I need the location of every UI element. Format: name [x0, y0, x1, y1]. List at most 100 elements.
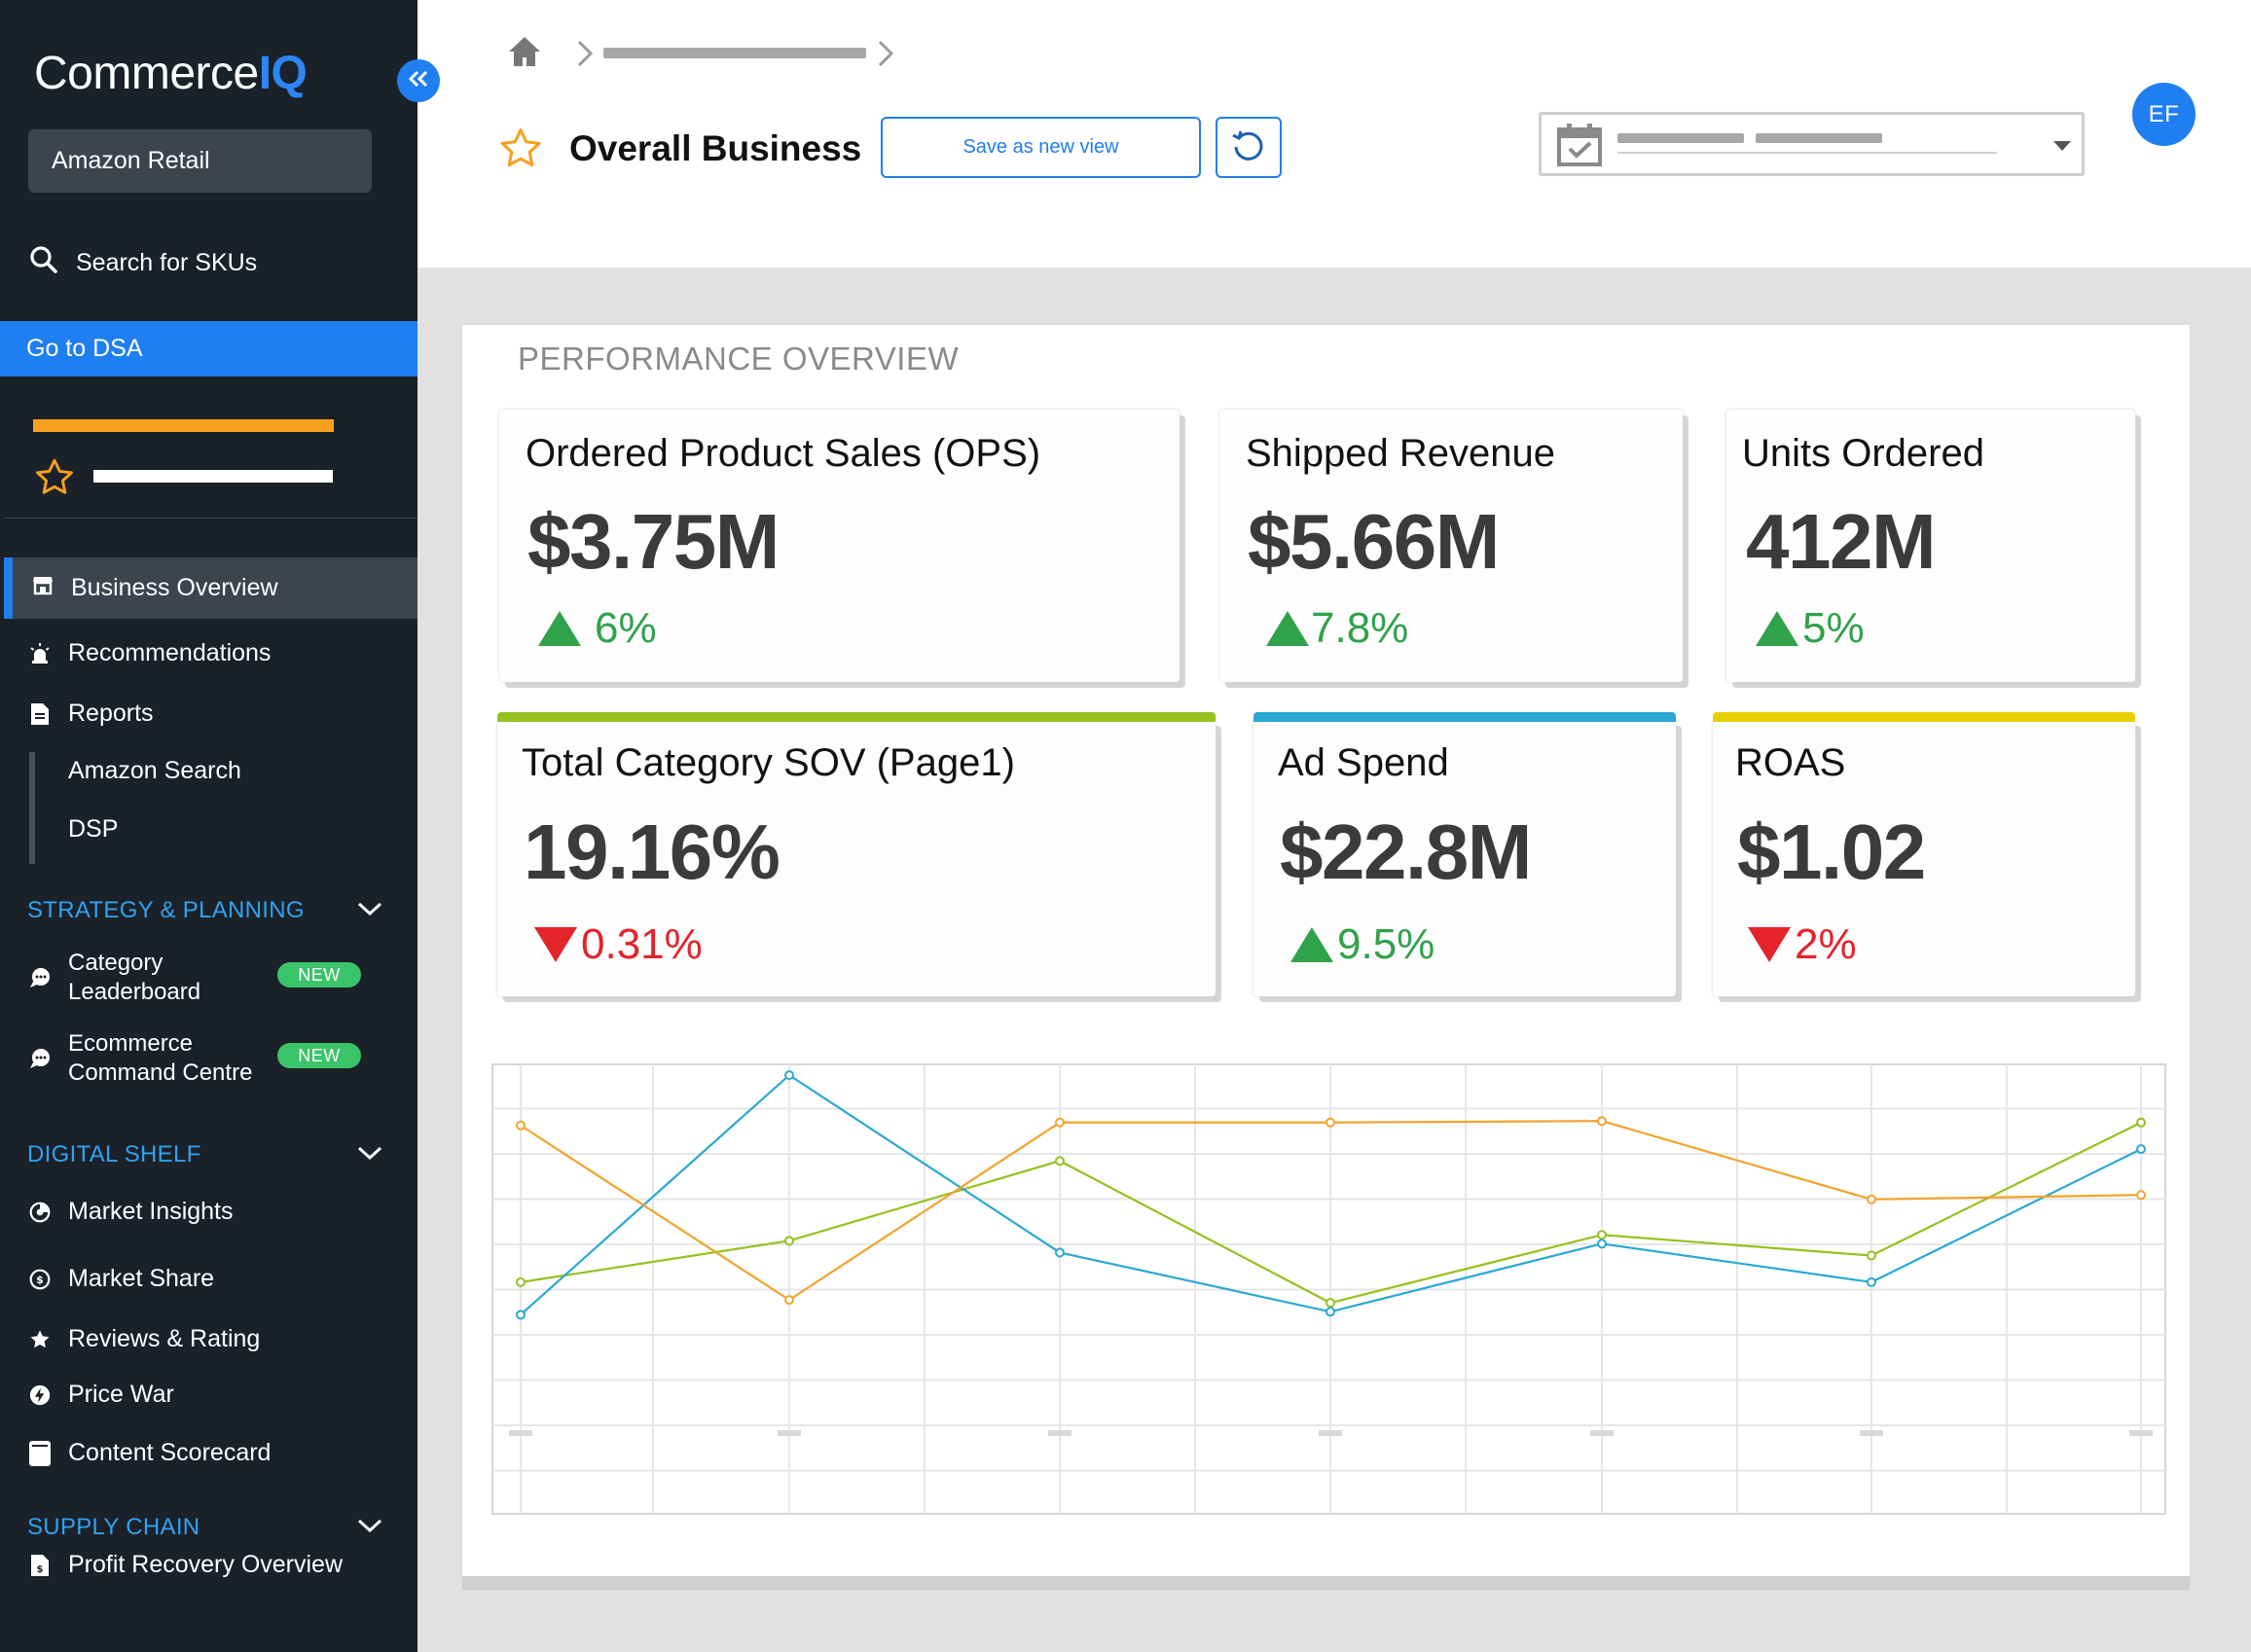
chart-point: [516, 1276, 526, 1287]
chevron-down-icon[interactable]: [356, 1143, 383, 1167]
chart-x-tick-placeholder: [2129, 1430, 2153, 1436]
kpi-value: 412M: [1746, 498, 1937, 585]
sidebar-item-label: Market Share: [68, 1265, 215, 1292]
kpi-label: Shipped Revenue: [1246, 432, 1556, 475]
chart-point: [1867, 1194, 1876, 1204]
sidebar-item-market-share[interactable]: $ Market Share: [29, 1265, 214, 1293]
chart-point: [516, 1120, 526, 1131]
kpi-change: 2%: [1748, 920, 1857, 969]
kpi-label: Units Ordered: [1742, 432, 1984, 475]
trend-up-icon: [1290, 927, 1333, 962]
sidebar-item-label: DSP: [68, 815, 119, 843]
breadcrumb-placeholder[interactable]: [603, 48, 866, 58]
kpi-value: $3.75M: [527, 498, 780, 585]
kpi-card-roas[interactable]: ROAS $1.02 2%: [1713, 712, 2135, 996]
sidebar-item-recommendations[interactable]: Recommendations: [29, 639, 271, 667]
chevron-down-icon[interactable]: [356, 1516, 383, 1540]
sidebar-item-amazon-search[interactable]: Amazon Search: [68, 757, 241, 785]
kpi-label: Ad Spend: [1278, 741, 1449, 784]
brand-logo-accent: IQ: [258, 48, 308, 99]
sidebar-item-reviews-rating[interactable]: Reviews & Rating: [29, 1325, 260, 1353]
retailer-selector[interactable]: Amazon Retail: [28, 129, 372, 193]
kpi-change: 0.31%: [534, 920, 703, 969]
chart-point: [1597, 1116, 1607, 1127]
chart-point: [1867, 1276, 1876, 1287]
section-supply-chain[interactable]: SUPPLY CHAIN: [27, 1514, 200, 1541]
refresh-button[interactable]: [1216, 117, 1282, 178]
sidebar-item-label: Reports: [68, 700, 154, 727]
chart-point: [1325, 1298, 1335, 1309]
chart-point: [1597, 1230, 1607, 1240]
trend-up-icon: [538, 611, 581, 646]
chart-x-tick-placeholder: [1590, 1430, 1614, 1436]
chart-point: [1597, 1239, 1607, 1249]
home-icon[interactable]: [507, 35, 542, 73]
sidebar-item-ecommerce-command-centre[interactable]: Ecommerce Command Centre: [29, 1029, 252, 1088]
sidebar-item-label: Reviews & Rating: [68, 1325, 261, 1352]
kpi-value: $1.02: [1737, 808, 1926, 895]
kpi-card-ops[interactable]: Ordered Product Sales (OPS) $3.75M 6%: [499, 410, 1180, 682]
sidebar-item-price-war[interactable]: Price War: [29, 1381, 174, 1409]
collapse-sidebar-button[interactable]: [397, 59, 440, 102]
kpi-change: 6%: [538, 604, 657, 653]
section-heading: DIGITAL SHELF: [27, 1141, 201, 1167]
kpi-change-value: 9.5%: [1337, 920, 1435, 968]
sidebar-item-reports[interactable]: Reports: [29, 700, 154, 728]
kpi-label: ROAS: [1735, 741, 1846, 784]
kpi-value: 19.16%: [524, 808, 781, 895]
sidebar-item-label: Recommendations: [68, 639, 272, 666]
chart-point: [2136, 1190, 2146, 1201]
label-line-1: Category: [68, 950, 163, 976]
go-to-dsa-label: Go to DSA: [26, 335, 143, 362]
sidebar-item-category-leaderboard[interactable]: Category Leaderboard: [29, 949, 200, 1007]
accent-bar: [497, 712, 1216, 722]
svg-text:$: $: [36, 1274, 44, 1286]
date-range-select[interactable]: [1539, 112, 2085, 176]
chevron-right-icon: [574, 38, 596, 74]
kpi-value: $5.66M: [1248, 498, 1500, 585]
new-badge-label: NEW: [298, 964, 341, 985]
kpi-change: 9.5%: [1290, 920, 1434, 969]
sku-search[interactable]: Search for SKUs: [29, 245, 257, 281]
document-icon: [29, 702, 51, 725]
user-avatar[interactable]: EF: [2132, 83, 2196, 146]
sidebar-item-label: Content Scorecard: [68, 1439, 272, 1466]
double-chevron-left-icon: [406, 69, 431, 93]
chart-point: [784, 1070, 794, 1081]
section-digital-shelf[interactable]: DIGITAL SHELF: [27, 1141, 201, 1168]
alarm-light-icon: [29, 642, 51, 664]
new-badge: NEW: [277, 962, 361, 988]
chevron-down-icon[interactable]: [356, 899, 383, 923]
chart-x-tick-placeholder: [1860, 1430, 1883, 1436]
save-as-new-view-label: Save as new view: [962, 136, 1119, 158]
kpi-card-ad-spend[interactable]: Ad Spend $22.8M 9.5%: [1253, 712, 1676, 996]
chat-bubble-icon: [29, 1048, 51, 1069]
sidebar-item-dsp[interactable]: DSP: [68, 815, 118, 844]
sidebar: CommerceIQ Amazon Retail Search for SKUs…: [0, 0, 418, 1652]
save-as-new-view-button[interactable]: Save as new view: [881, 117, 1201, 178]
kpi-change-value: 7.8%: [1311, 604, 1409, 652]
kpi-change: 5%: [1756, 604, 1865, 653]
chart-point: [2136, 1117, 2146, 1128]
star-icon[interactable]: [33, 456, 76, 504]
brand-logo[interactable]: CommerceIQ: [34, 47, 308, 100]
label-line-1: Ecommerce: [68, 1030, 194, 1057]
kpi-card-units-ordered[interactable]: Units Ordered 412M 5%: [1726, 410, 2135, 682]
sidebar-item-profit-recovery[interactable]: $ Profit Recovery Overview: [29, 1551, 343, 1579]
search-icon: [29, 245, 58, 281]
sidebar-item-business-overview[interactable]: Business Overview: [4, 557, 418, 619]
sidebar-item-label: Amazon Search: [68, 757, 241, 784]
kpi-card-shipped-revenue[interactable]: Shipped Revenue $5.66M 7.8%: [1219, 410, 1683, 682]
kpi-card-category-sov[interactable]: Total Category SOV (Page1) 19.16% 0.31%: [497, 712, 1216, 996]
store-icon: [32, 574, 54, 602]
kpi-change-value: 0.31%: [581, 920, 703, 968]
sidebar-item-content-scorecard[interactable]: Content Scorecard: [29, 1439, 271, 1467]
new-badge-label: NEW: [298, 1045, 341, 1065]
section-strategy-planning[interactable]: STRATEGY & PLANNING: [27, 897, 305, 924]
sidebar-item-market-insights[interactable]: Market Insights: [29, 1198, 234, 1226]
date-placeholder-line: [1617, 133, 1744, 143]
star-icon[interactable]: [497, 126, 544, 177]
kpi-change-value: 6%: [595, 604, 657, 652]
go-to-dsa-button[interactable]: Go to DSA: [0, 321, 418, 377]
chart-point: [1055, 1247, 1065, 1258]
